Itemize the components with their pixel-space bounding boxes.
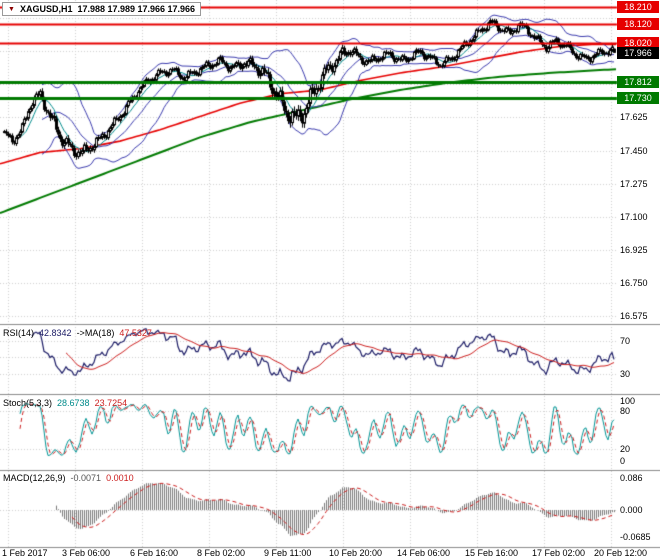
time-axis-label: 14 Feb 06:00 xyxy=(397,548,451,558)
stoch-axis-label: 80 xyxy=(620,406,631,416)
time-axis-label: 3 Feb 06:00 xyxy=(62,548,111,558)
price-tick-label: 17.100 xyxy=(620,212,648,222)
price-tick-label: 16.575 xyxy=(620,311,648,321)
stoch-header: Stoch(5,3,3) 28.6738 23.7254 xyxy=(3,398,127,408)
macd-value: -0.0071 xyxy=(70,473,102,483)
price-tick-label: 17.625 xyxy=(620,112,648,122)
rsi-label: RSI(14) xyxy=(3,328,35,338)
rsi-value: 42.8342 xyxy=(39,328,72,338)
rsi-ma-label: ->MA(18) xyxy=(76,328,115,338)
rsi-axis-label: 30 xyxy=(620,369,631,379)
rsi-header: RSI(14) 42.8342 ->MA(18) 47.5327 xyxy=(3,328,152,338)
stoch-label: Stoch(5,3,3) xyxy=(3,398,53,408)
symbol-header: ▼ XAGUSD,H1 17.988 17.989 17.966 17.966 xyxy=(2,2,202,16)
price-level-tag: 17.730 xyxy=(617,92,659,104)
price-tick-label: 17.450 xyxy=(620,146,648,156)
current-price-tag: 17.966 xyxy=(617,47,659,59)
price-level-tag: 18.210 xyxy=(617,1,659,13)
symbol-dropdown-icon[interactable]: ▼ xyxy=(8,5,15,13)
price-level-tag: 18.020 xyxy=(617,37,659,49)
time-axis-label: 15 Feb 16:00 xyxy=(465,548,519,558)
time-axis-label: 6 Feb 16:00 xyxy=(130,548,179,558)
rsi-axis-label: 70 xyxy=(620,336,631,346)
price-tick-label: 16.925 xyxy=(620,245,648,255)
stoch-axis-label: 20 xyxy=(620,444,631,454)
stoch-axis-label: 100 xyxy=(620,396,636,406)
macd-axis-label: 0.086 xyxy=(620,473,643,483)
time-axis-label: 20 Feb 12:00 xyxy=(594,548,648,558)
stoch-k-value: 28.6738 xyxy=(57,398,90,408)
stoch-d-value: 23.7254 xyxy=(94,398,128,408)
symbol-label: XAGUSD,H1 xyxy=(19,4,73,14)
macd-axis-label: 0.000 xyxy=(620,505,643,515)
time-axis-label: 1 Feb 2017 xyxy=(2,548,48,558)
macd-signal-value: 0.0010 xyxy=(106,473,134,483)
price-level-tag: 18.120 xyxy=(617,18,659,30)
price-tick-label: 16.750 xyxy=(620,278,648,288)
time-axis-label: 9 Feb 11:00 xyxy=(264,548,312,558)
macd-label: MACD(12,26,9) xyxy=(3,473,66,483)
macd-axis-label: -0.0685 xyxy=(620,532,651,542)
price-level-tag: 17.812 xyxy=(617,76,659,88)
macd-header: MACD(12,26,9) -0.0071 0.0010 xyxy=(3,473,134,483)
quote-ohlc: 17.988 17.989 17.966 17.966 xyxy=(77,4,196,14)
time-axis-label: 8 Feb 02:00 xyxy=(197,548,246,558)
time-axis-label: 10 Feb 20:00 xyxy=(329,548,383,558)
rsi-ma-value: 47.5327 xyxy=(119,328,152,338)
stoch-axis-label: 0 xyxy=(620,456,626,466)
price-tick-label: 17.275 xyxy=(620,179,648,189)
time-axis-label: 17 Feb 02:00 xyxy=(532,548,586,558)
